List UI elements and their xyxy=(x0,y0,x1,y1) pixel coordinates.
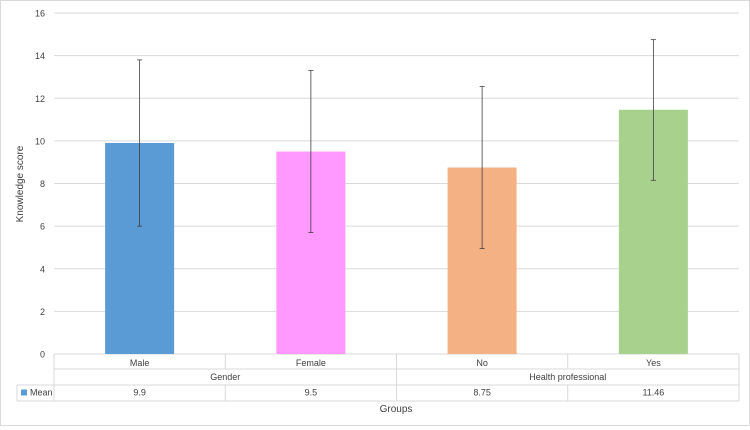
group-label: Health professional xyxy=(529,372,606,382)
data-table-value: 8.75 xyxy=(473,388,491,398)
y-tick-label: 4 xyxy=(40,264,45,274)
x-tick-label: Yes xyxy=(646,358,661,368)
y-tick-label: 0 xyxy=(40,350,45,360)
y-axis-label: Knowledge score xyxy=(15,145,26,222)
legend-label: Mean xyxy=(30,388,53,398)
y-tick-label: 16 xyxy=(35,9,45,19)
x-axis-label: Groups xyxy=(380,404,413,415)
x-tick-label: Female xyxy=(296,358,326,368)
data-table: Male Female No Yes Gender Health professional… xyxy=(16,354,740,402)
data-table-value: 11.46 xyxy=(642,388,664,398)
y-tick-label: 8 xyxy=(40,179,45,189)
x-tick-label: No xyxy=(476,358,488,368)
y-tick-label: 6 xyxy=(40,222,45,232)
data-table-value: 9.5 xyxy=(305,388,318,398)
legend-swatch xyxy=(21,389,27,396)
y-tick-label: 14 xyxy=(35,51,45,61)
error-bars xyxy=(137,39,656,249)
group-label: Gender xyxy=(210,372,240,382)
y-tick-label: 12 xyxy=(35,94,45,104)
y-tick-label: 10 xyxy=(35,136,45,146)
y-axis-ticks: 0 2 4 6 8 10 12 14 16 xyxy=(35,9,45,360)
data-table-value: 9.9 xyxy=(133,388,146,398)
bars xyxy=(105,109,688,354)
x-tick-label: Male xyxy=(130,358,150,368)
y-tick-label: 2 xyxy=(40,307,45,317)
